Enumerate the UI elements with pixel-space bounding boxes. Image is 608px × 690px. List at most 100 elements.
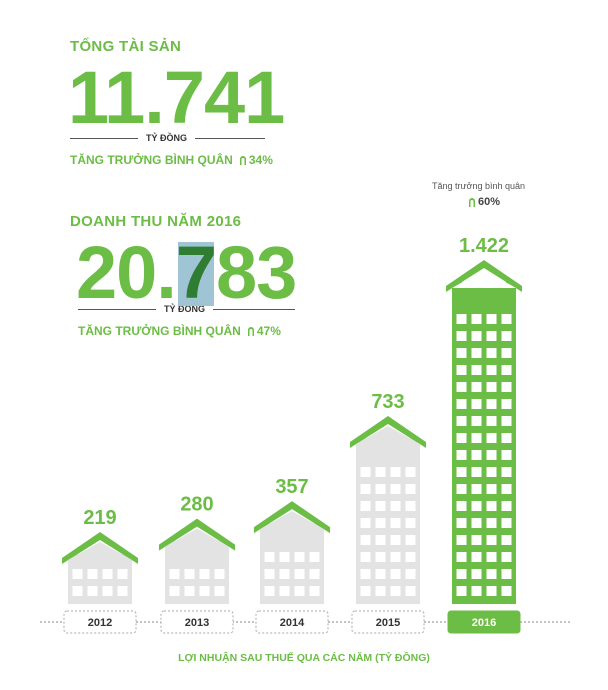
building-window [390,484,401,494]
building-window [471,586,482,596]
building-window [360,467,371,477]
building-window [501,552,512,562]
building-window [360,569,371,579]
value-label-2016: 1.422 [459,235,509,257]
building-window [456,569,467,579]
building-window [456,433,467,443]
building-window [72,586,83,596]
building-window [471,365,482,375]
tick-label-2015: 2015 [376,617,400,629]
building-window [375,518,386,528]
building-window [405,586,416,596]
year-box-2013 [160,610,234,634]
building-roof-2015 [350,416,426,449]
building-window [279,569,290,579]
building-window [390,467,401,477]
building-window [501,450,512,460]
building-window [456,501,467,511]
building-window [375,501,386,511]
highlight-digit: 7 [175,231,217,314]
total-assets-value: 11.741 [68,56,285,139]
building-window [501,467,512,477]
building-window [117,569,128,579]
building-window [405,501,416,511]
building-window [501,569,512,579]
building-window [390,518,401,528]
total-assets-growth: TĂNG TRƯỞNG BÌNH QUÂN 34% [70,153,284,167]
building-window [117,586,128,596]
divider-line [78,308,156,310]
building-window [390,501,401,511]
building-window [375,467,386,477]
growth-value: 47% [256,324,281,338]
building-window [169,569,180,579]
building-window [486,569,497,579]
value-label-2015: 733 [371,391,404,413]
building-window [501,382,512,392]
value-label-2012: 219 [83,507,116,529]
building-window [375,569,386,579]
building-window [199,569,210,579]
building-window [486,399,497,409]
building-window [87,569,98,579]
building-window [486,365,497,375]
tick-label-2012: 2012 [88,617,112,629]
building-window [360,501,371,511]
building-window [501,365,512,375]
growth-label: TĂNG TRƯỞNG BÌNH QUÂN [70,153,233,167]
building-window [360,586,371,596]
building-window [501,348,512,358]
year-box-2016 [447,610,521,634]
building-window [264,586,275,596]
building-window [279,586,290,596]
building-window [486,586,497,596]
growth-label: TĂNG TRƯỞNG BÌNH QUÂN [78,324,241,338]
highlight-box [177,242,215,306]
building-window [471,535,482,545]
building-window [405,569,416,579]
building-window [486,501,497,511]
revenue-value-highlight: 7 [176,236,217,310]
building-window [309,586,320,596]
building-window [456,552,467,562]
building-window [501,484,512,494]
building-gable-2012 [68,542,132,560]
building-window [102,586,113,596]
divider-line [70,137,138,139]
building-window [471,314,482,324]
total-assets-label: TỔNG TÀI SẢN [70,38,182,55]
profit-growth: 60% [468,196,500,208]
building-window [456,382,467,392]
building-window [486,467,497,477]
building-window [72,569,83,579]
building-roof-2016 [446,260,522,292]
building-window [471,501,482,511]
building-gable-2016 [452,270,516,288]
building-window [360,552,371,562]
building-window [375,484,386,494]
building-window [471,552,482,562]
building-window [456,314,467,324]
building-window [471,518,482,528]
building-window [471,467,482,477]
building-window [294,586,305,596]
building-window [501,518,512,528]
building-window [471,416,482,426]
building-roof-2013 [159,518,235,551]
building-window [264,552,275,562]
building-window [486,535,497,545]
year-box-2015 [351,610,425,634]
revenue-value-part2: 83 [216,231,297,314]
building-window [309,552,320,562]
value-label-2013: 280 [180,494,213,516]
building-window [486,518,497,528]
building-window [309,569,320,579]
building-window [360,484,371,494]
building-window [471,450,482,460]
building-window [87,586,98,596]
building-window [184,586,195,596]
building-window [294,569,305,579]
building-gable-2013 [165,528,229,547]
building-window [486,314,497,324]
